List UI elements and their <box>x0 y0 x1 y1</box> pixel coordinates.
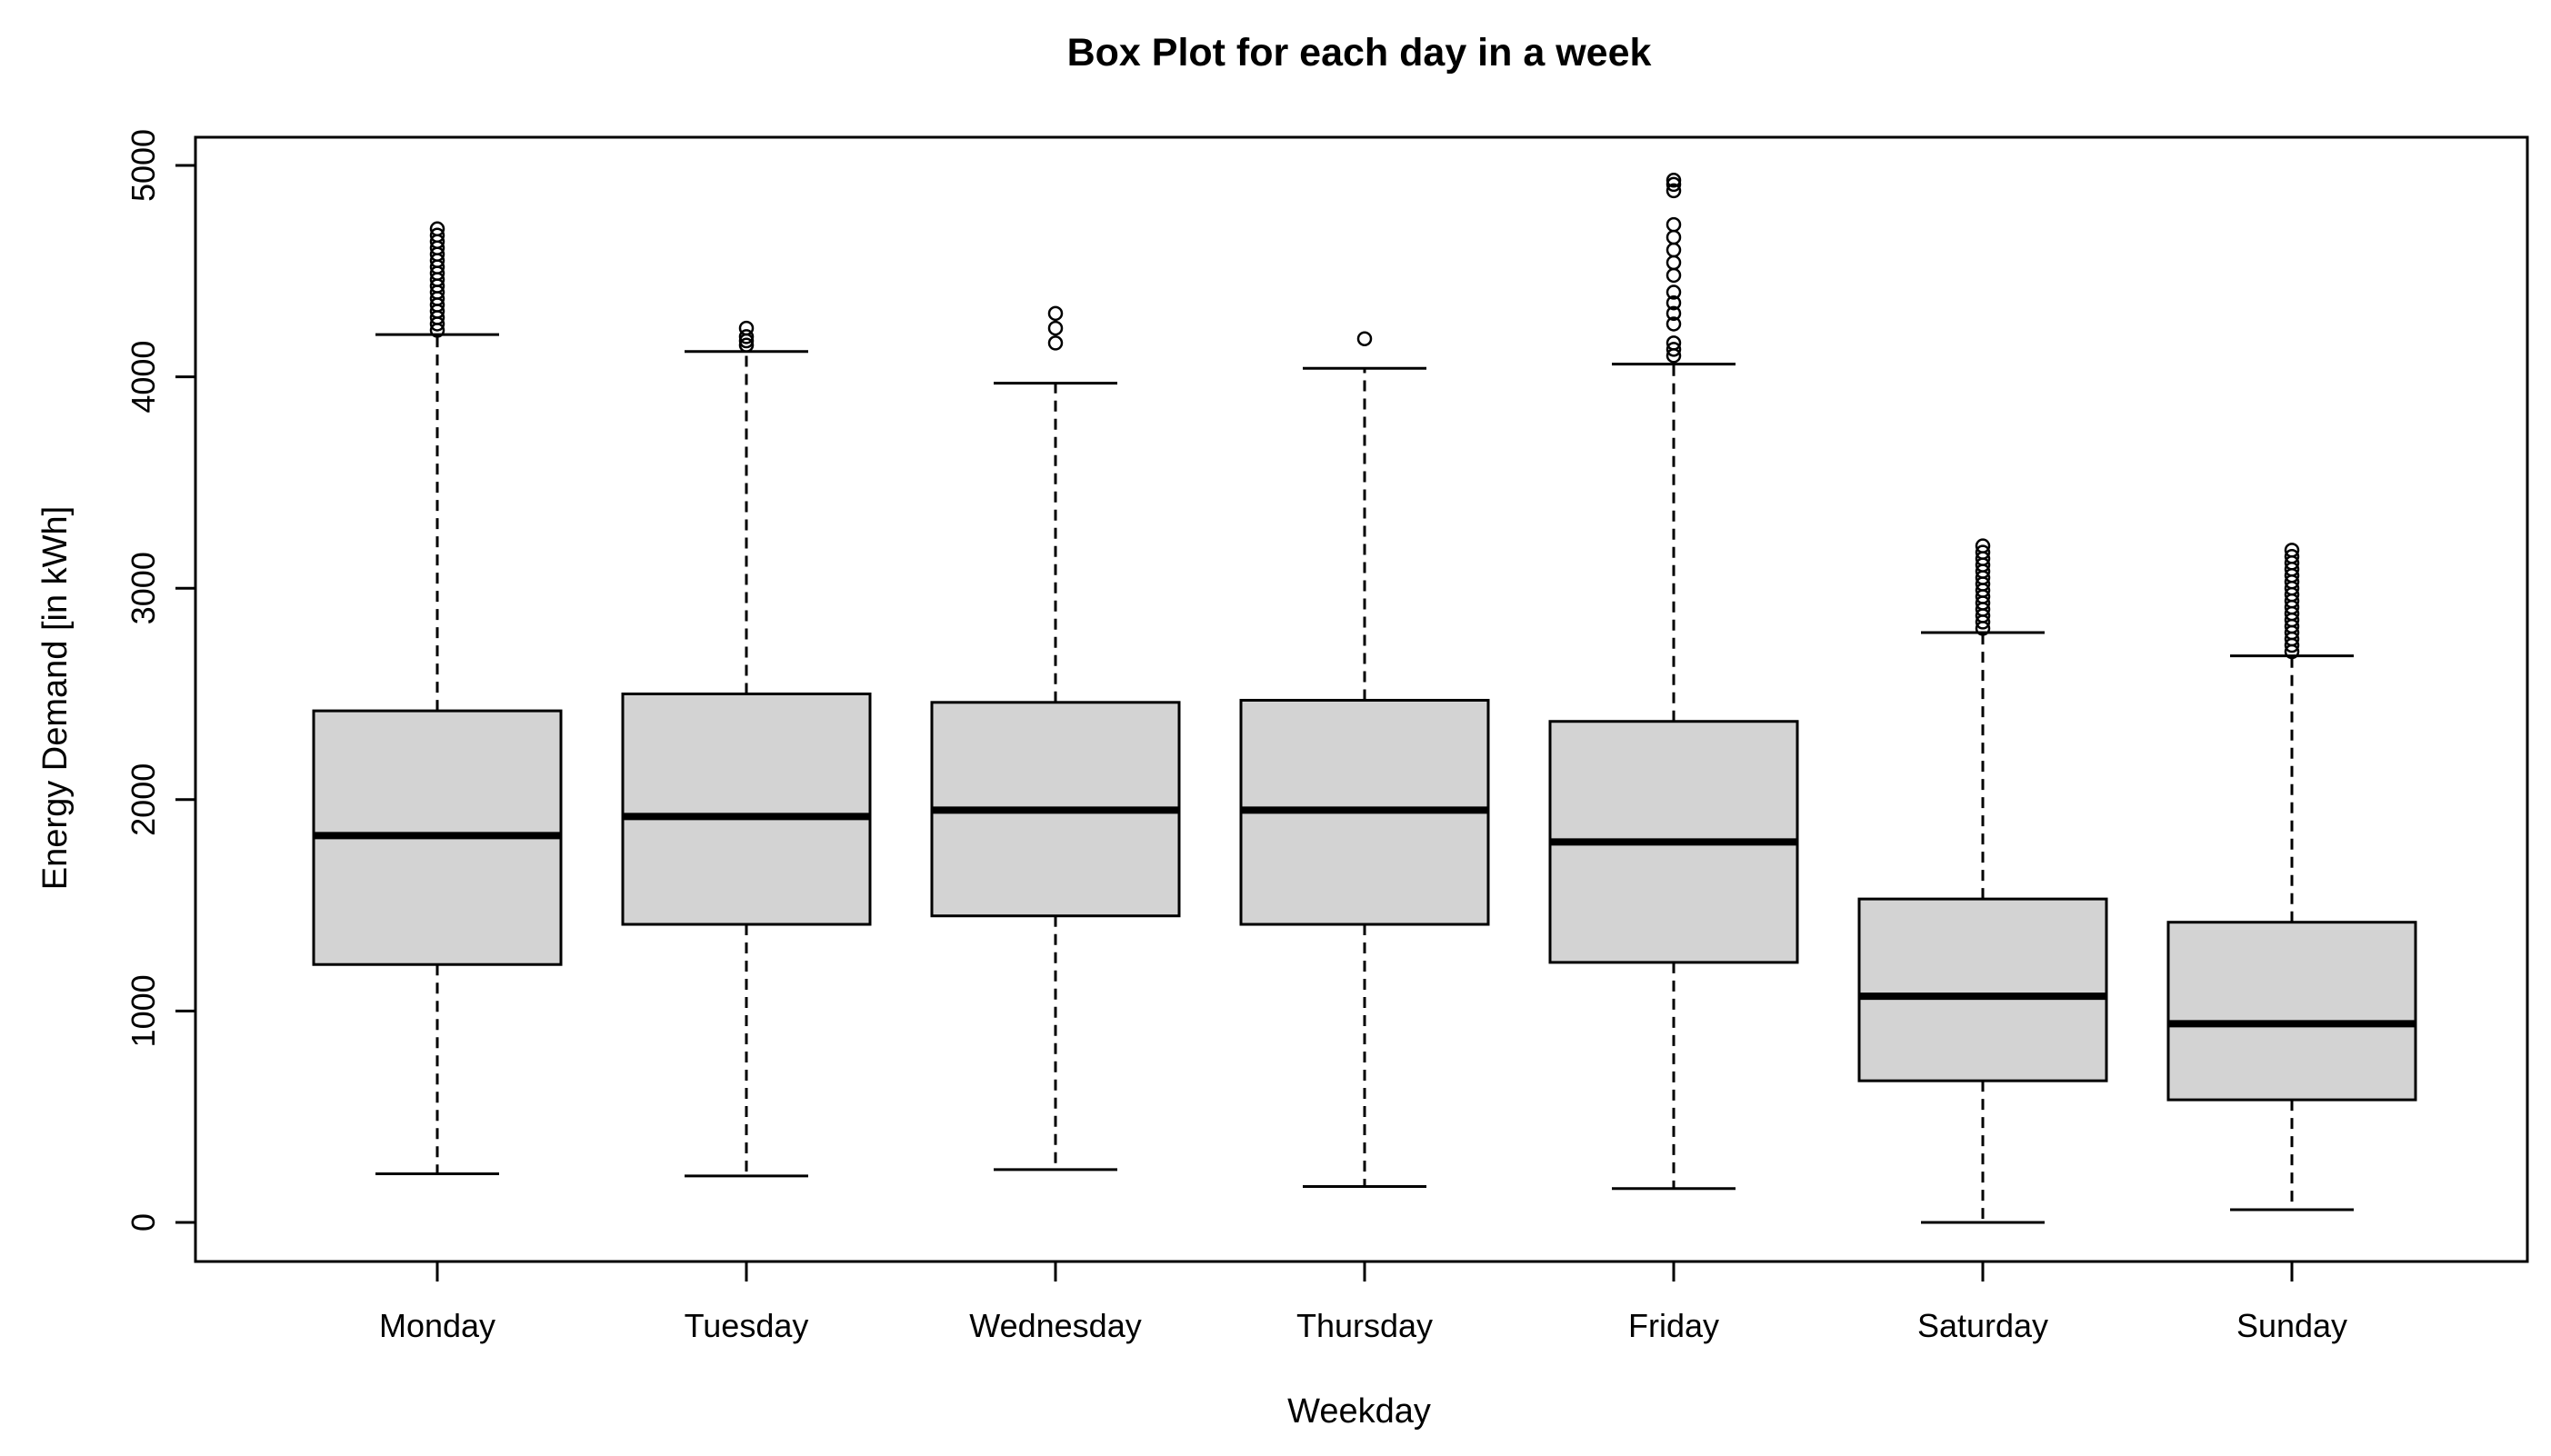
x-tick-label: Sunday <box>2236 1307 2347 1344</box>
box-thursday <box>1239 331 1490 1188</box>
outlier-point <box>1975 538 1991 553</box>
y-tick-label: 4000 <box>125 341 162 414</box>
outlier-point <box>1047 320 1064 336</box>
outlier-point <box>429 221 445 237</box>
outlier-point <box>1666 254 1682 271</box>
y-axis: 0 1000 2000 3000 4000 5000 <box>125 129 197 1232</box>
x-tick-label: Thursday <box>1296 1307 1433 1344</box>
outlier-point <box>1666 183 1682 199</box>
outlier-point <box>1666 267 1682 284</box>
outlier-point <box>2284 549 2300 564</box>
outlier-point <box>1666 242 1682 258</box>
box-monday <box>312 221 563 1176</box>
outlier-point <box>738 337 755 353</box>
box-tuesday <box>621 320 872 1178</box>
y-tick-label: 1000 <box>125 974 162 1047</box>
outlier-point <box>738 320 755 336</box>
outlier-point <box>1666 284 1682 300</box>
chart-title: Box Plot for each day in a week <box>1067 31 1652 75</box>
x-axis: Monday Tuesday Wednesday Thursday Friday Satu… <box>379 1260 2347 1344</box>
x-tick-label: Saturday <box>1917 1307 2048 1344</box>
iqr-box <box>2166 921 2417 1102</box>
y-tick-label: 5000 <box>125 129 162 202</box>
outlier-point <box>429 227 445 244</box>
outlier-point <box>1666 305 1682 322</box>
iqr-box <box>621 693 872 926</box>
outlier-point <box>1666 335 1682 351</box>
outlier-point <box>1666 173 1682 188</box>
outlier-point <box>1666 342 1682 357</box>
box-friday <box>1548 173 1799 1191</box>
box-wednesday <box>930 305 1181 1172</box>
y-tick-label: 2000 <box>125 763 162 836</box>
outlier-point <box>1666 216 1682 233</box>
outlier-point <box>1666 316 1682 332</box>
y-tick-label: 0 <box>125 1213 162 1232</box>
outlier-point <box>1975 544 1991 560</box>
outlier-point <box>1047 305 1064 322</box>
outlier-point <box>1666 294 1682 311</box>
y-tick-label: 3000 <box>125 552 162 624</box>
box-sunday <box>2166 543 2417 1212</box>
outlier-point <box>2284 543 2300 558</box>
x-tick-label: Tuesday <box>685 1307 809 1344</box>
outlier-point <box>1047 335 1064 351</box>
outlier-point <box>1356 331 1373 346</box>
x-tick-label: Friday <box>1628 1307 1719 1344</box>
y-axis-label: Energy Demand [in kWh] <box>36 506 75 890</box>
outlier-point <box>1666 176 1682 193</box>
iqr-box <box>1857 897 2108 1082</box>
outlier-point <box>1666 229 1682 245</box>
x-tick-label: Wednesday <box>969 1307 1141 1344</box>
outlier-point <box>738 329 755 344</box>
box-saturday <box>1857 538 2108 1224</box>
x-tick-label: Monday <box>379 1307 495 1344</box>
box-group <box>312 173 2417 1224</box>
x-axis-label: Weekday <box>1287 1392 1431 1431</box>
